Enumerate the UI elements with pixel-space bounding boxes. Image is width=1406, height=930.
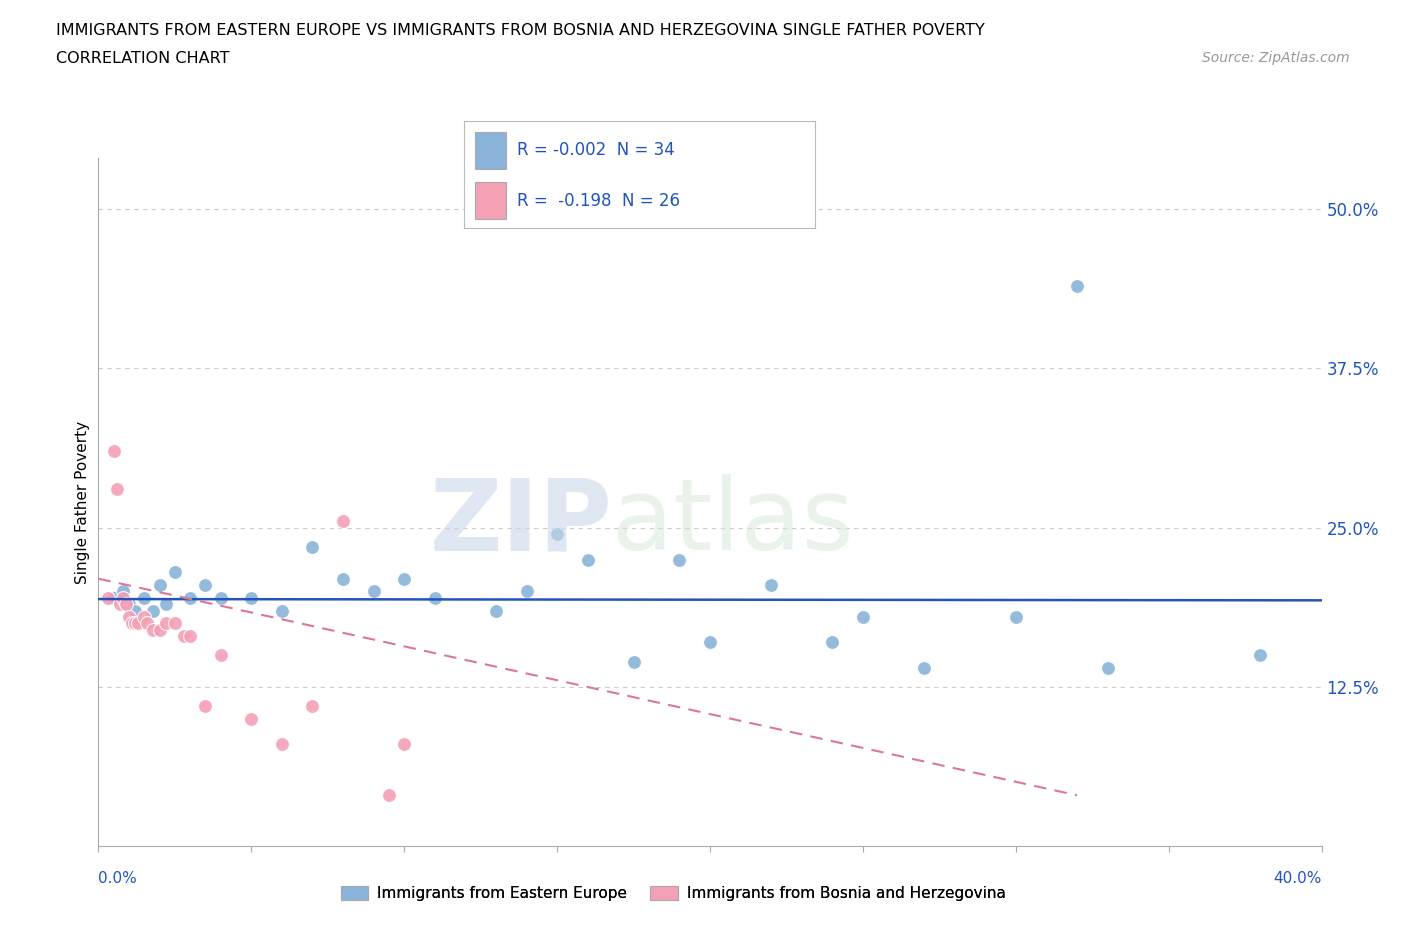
Point: [270, 603, 292, 618]
Point: [111, 591, 134, 605]
Text: ZIP: ZIP: [429, 474, 612, 571]
Point: [852, 609, 875, 624]
Point: [301, 539, 323, 554]
Point: [155, 597, 177, 612]
Point: [576, 552, 599, 567]
Point: [270, 737, 292, 751]
Point: [623, 654, 645, 669]
Point: [699, 635, 721, 650]
Y-axis label: Single Father Poverty: Single Father Poverty: [75, 420, 90, 584]
Point: [179, 629, 201, 644]
Point: [105, 482, 128, 497]
Point: [103, 591, 125, 605]
Point: [668, 552, 690, 567]
Point: [124, 616, 146, 631]
Point: [516, 584, 538, 599]
Point: [111, 584, 134, 599]
Point: [759, 578, 782, 592]
Point: [485, 603, 508, 618]
Point: [103, 444, 125, 458]
Point: [118, 609, 141, 624]
Point: [240, 711, 263, 726]
Text: R =  -0.198  N = 26: R = -0.198 N = 26: [517, 193, 679, 210]
Point: [378, 788, 401, 803]
Text: atlas: atlas: [612, 474, 853, 571]
Point: [108, 597, 131, 612]
Point: [1004, 609, 1026, 624]
Point: [173, 629, 195, 644]
Point: [392, 737, 416, 751]
Point: [240, 591, 263, 605]
Point: [301, 698, 323, 713]
Point: [179, 591, 201, 605]
Point: [124, 603, 146, 618]
Text: Source: ZipAtlas.com: Source: ZipAtlas.com: [1202, 51, 1350, 65]
Point: [546, 526, 568, 541]
Point: [821, 635, 844, 650]
Point: [423, 591, 446, 605]
Point: [332, 571, 354, 586]
Point: [209, 647, 232, 662]
Point: [194, 698, 217, 713]
Point: [136, 616, 159, 631]
Point: [134, 609, 156, 624]
Point: [1066, 278, 1088, 293]
Point: [121, 616, 143, 631]
Point: [127, 616, 149, 631]
Point: [392, 571, 416, 586]
FancyBboxPatch shape: [475, 182, 506, 219]
Point: [149, 622, 172, 637]
Point: [115, 597, 138, 612]
Point: [209, 591, 232, 605]
Point: [142, 603, 165, 618]
Point: [332, 514, 354, 529]
Legend: Immigrants from Eastern Europe, Immigrants from Bosnia and Herzegovina: Immigrants from Eastern Europe, Immigran…: [335, 880, 1012, 908]
Point: [155, 616, 177, 631]
Point: [363, 584, 385, 599]
Point: [118, 597, 141, 612]
Point: [163, 616, 186, 631]
Text: 0.0%: 0.0%: [98, 871, 138, 886]
Point: [163, 565, 186, 579]
Point: [97, 591, 120, 605]
Text: R = -0.002  N = 34: R = -0.002 N = 34: [517, 140, 675, 159]
Point: [134, 591, 156, 605]
Point: [194, 578, 217, 592]
Point: [1097, 660, 1119, 675]
Text: IMMIGRANTS FROM EASTERN EUROPE VS IMMIGRANTS FROM BOSNIA AND HERZEGOVINA SINGLE : IMMIGRANTS FROM EASTERN EUROPE VS IMMIGR…: [56, 23, 986, 38]
FancyBboxPatch shape: [475, 132, 506, 169]
Point: [912, 660, 935, 675]
Point: [149, 578, 172, 592]
Point: [142, 622, 165, 637]
Point: [1249, 647, 1271, 662]
Text: 40.0%: 40.0%: [1274, 871, 1322, 886]
Text: CORRELATION CHART: CORRELATION CHART: [56, 51, 229, 66]
